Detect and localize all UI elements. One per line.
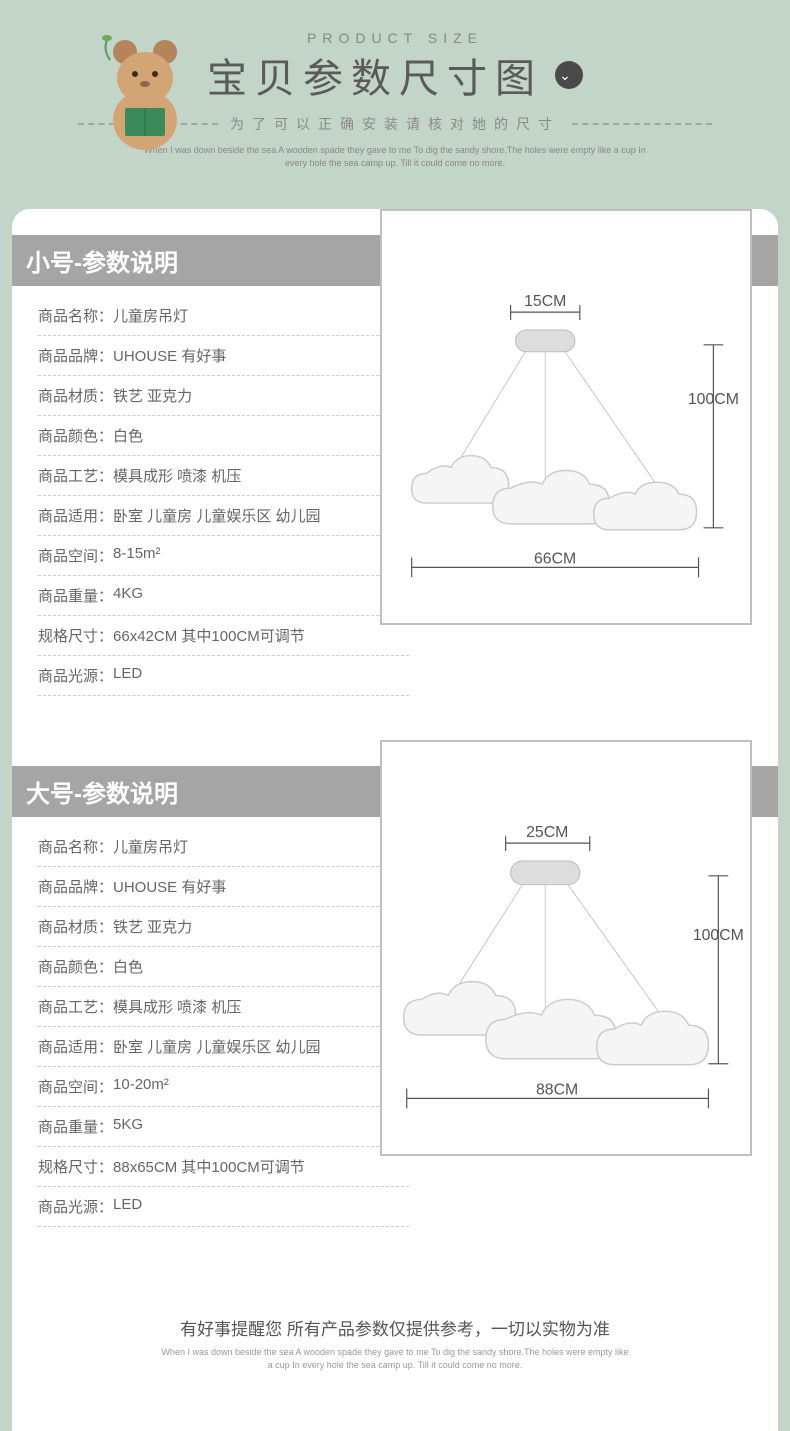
spec-label: 商品光源：	[38, 1196, 113, 1217]
spec-row: 商品重量：5KG	[38, 1107, 409, 1147]
spec-row: 商品名称：儿童房吊灯	[38, 827, 409, 867]
spec-label: 规格尺寸：	[38, 1156, 113, 1177]
section-small: 小号-参数说明 商品名称：儿童房吊灯商品品牌：UHOUSE 有好事商品材质：铁艺…	[38, 235, 752, 696]
spec-value: 10-20m²	[113, 1076, 169, 1097]
spec-value: LED	[113, 1196, 142, 1217]
spec-label: 商品适用：	[38, 1036, 113, 1057]
dim-top: 15CM	[524, 293, 566, 310]
spec-value: 儿童房吊灯	[113, 836, 188, 857]
title-text: 宝贝参数尺寸图	[207, 46, 543, 104]
spec-row: 商品名称：儿童房吊灯	[38, 296, 409, 336]
spec-label: 商品工艺：	[38, 465, 113, 486]
dim-height: 100CM	[688, 391, 739, 408]
header-fine-print: When I was down beside the sea A wooden …	[135, 144, 655, 169]
spec-row: 规格尺寸：66x42CM 其中100CM可调节	[38, 616, 409, 656]
spec-label: 商品重量：	[38, 1116, 113, 1137]
spec-row: 商品重量：4KG	[38, 576, 409, 616]
spec-value: 5KG	[113, 1116, 143, 1137]
spec-table-small: 商品名称：儿童房吊灯商品品牌：UHOUSE 有好事商品材质：铁艺 亚克力商品颜色…	[38, 296, 409, 696]
spec-table-large: 商品名称：儿童房吊灯商品品牌：UHOUSE 有好事商品材质：铁艺 亚克力商品颜色…	[38, 827, 409, 1227]
spec-value: 卧室 儿童房 儿童娱乐区 幼儿园	[113, 1036, 321, 1057]
spec-value: UHOUSE 有好事	[113, 345, 226, 366]
header: PRODUCT SIZE 宝贝参数尺寸图 ⌄ 为了可以正确安装请核对她的尺寸 W…	[0, 0, 790, 189]
dim-top: 25CM	[526, 824, 568, 841]
spec-row: 商品材质：铁艺 亚克力	[38, 907, 409, 947]
spec-value: 儿童房吊灯	[113, 305, 188, 326]
dim-width: 66CM	[534, 551, 576, 568]
spec-label: 商品名称：	[38, 305, 113, 326]
spec-value: 铁艺 亚克力	[113, 385, 192, 406]
subtitle-text: 为了可以正确安装请核对她的尺寸	[230, 114, 560, 134]
footer-note: 有好事提醒您 所有产品参数仅提供参考，一切以实物为准	[38, 1297, 752, 1346]
spec-label: 规格尺寸：	[38, 625, 113, 646]
spec-label: 商品空间：	[38, 545, 113, 566]
spec-row: 商品工艺：模具成形 喷漆 机压	[38, 456, 409, 496]
bear-illustration	[95, 30, 205, 150]
dim-height: 100CM	[693, 927, 744, 944]
spec-row: 商品工艺：模具成形 喷漆 机压	[38, 987, 409, 1027]
spec-label: 商品空间：	[38, 1076, 113, 1097]
spec-row: 规格尺寸：88x65CM 其中100CM可调节	[38, 1147, 409, 1187]
spec-label: 商品名称：	[38, 836, 113, 857]
spec-value: 模具成形 喷漆 机压	[113, 996, 241, 1017]
spec-label: 商品重量：	[38, 585, 113, 606]
spec-label: 商品光源：	[38, 665, 113, 686]
spec-value: 66x42CM 其中100CM可调节	[113, 625, 305, 646]
spec-row: 商品品牌：UHOUSE 有好事	[38, 336, 409, 376]
footer-fine-print: When I was down beside the sea A wooden …	[38, 1346, 752, 1401]
spec-label: 商品工艺：	[38, 996, 113, 1017]
spec-label: 商品颜色：	[38, 956, 113, 977]
spec-label: 商品颜色：	[38, 425, 113, 446]
section-large: 大号-参数说明 商品名称：儿童房吊灯商品品牌：UHOUSE 有好事商品材质：铁艺…	[38, 766, 752, 1227]
spec-label: 商品品牌：	[38, 345, 113, 366]
spec-value: 卧室 儿童房 儿童娱乐区 幼儿园	[113, 505, 321, 526]
spec-value: 白色	[113, 425, 143, 446]
spec-label: 商品品牌：	[38, 876, 113, 897]
spec-value: 8-15m²	[113, 545, 161, 566]
spec-row: 商品光源：LED	[38, 656, 409, 696]
spec-row: 商品颜色：白色	[38, 947, 409, 987]
spec-card: 小号-参数说明 商品名称：儿童房吊灯商品品牌：UHOUSE 有好事商品材质：铁艺…	[12, 209, 778, 1431]
spec-label: 商品材质：	[38, 916, 113, 937]
spec-value: LED	[113, 665, 142, 686]
spec-label: 商品适用：	[38, 505, 113, 526]
spec-row: 商品颜色：白色	[38, 416, 409, 456]
spec-row: 商品适用：卧室 儿童房 儿童娱乐区 幼儿园	[38, 1027, 409, 1067]
spec-row: 商品空间：10-20m²	[38, 1067, 409, 1107]
diagram-small: 15CM 100CM 66CM	[380, 209, 752, 625]
spec-value: UHOUSE 有好事	[113, 876, 226, 897]
spec-value: 模具成形 喷漆 机压	[113, 465, 241, 486]
spec-value: 4KG	[113, 585, 143, 606]
decorative-dash	[572, 123, 712, 125]
diagram-large: 25CM 100CM 88CM	[380, 740, 752, 1156]
spec-row: 商品光源：LED	[38, 1187, 409, 1227]
dim-width: 88CM	[536, 1082, 578, 1099]
spec-row: 商品材质：铁艺 亚克力	[38, 376, 409, 416]
chevron-down-icon: ⌄	[555, 61, 583, 89]
spec-row: 商品适用：卧室 儿童房 儿童娱乐区 幼儿园	[38, 496, 409, 536]
spec-value: 88x65CM 其中100CM可调节	[113, 1156, 305, 1177]
spec-value: 铁艺 亚克力	[113, 916, 192, 937]
spec-row: 商品空间：8-15m²	[38, 536, 409, 576]
spec-row: 商品品牌：UHOUSE 有好事	[38, 867, 409, 907]
spec-label: 商品材质：	[38, 385, 113, 406]
page-title: 宝贝参数尺寸图 ⌄	[207, 46, 583, 104]
spec-value: 白色	[113, 956, 143, 977]
